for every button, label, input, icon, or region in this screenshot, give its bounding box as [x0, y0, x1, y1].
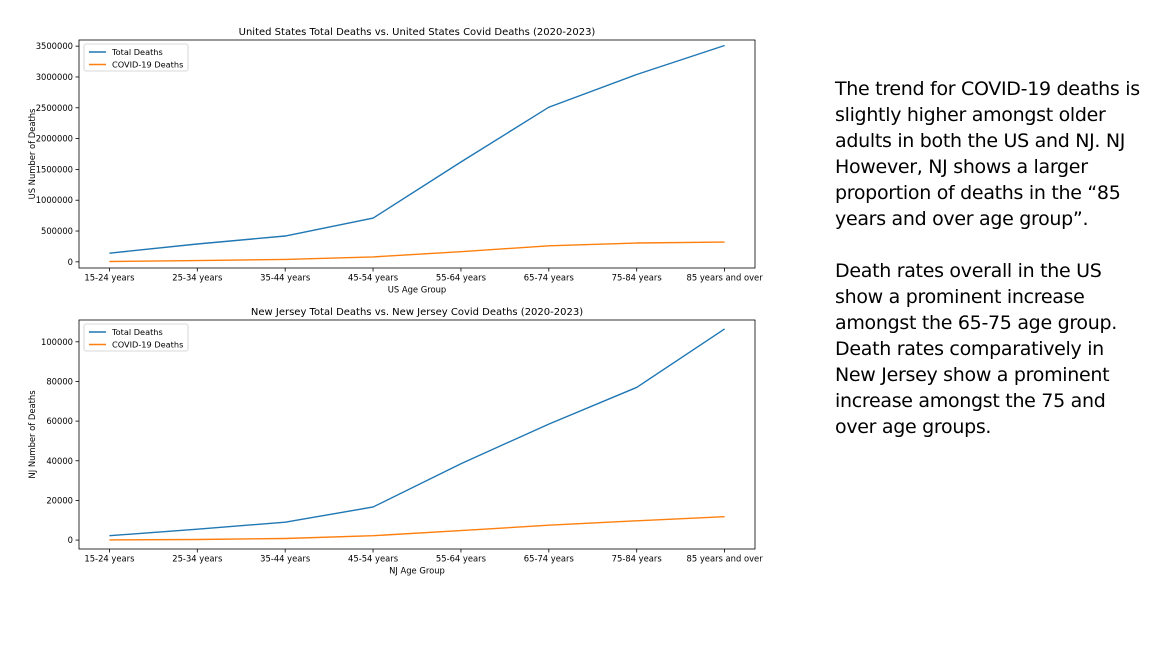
x-axis-label: NJ Age Group [389, 566, 445, 576]
chart-title: United States Total Deaths vs. United St… [239, 27, 596, 38]
y-axis-label: US Number of Deaths [27, 109, 37, 200]
y-tick-label: 0 [68, 257, 73, 267]
x-tick-label: 35-44 years [260, 273, 310, 283]
chart-2: New Jersey Total Deaths vs. New Jersey C… [27, 307, 763, 576]
note-paragraph-2: Death rates overall in the US show a pro… [835, 260, 1117, 438]
y-tick-label: 2000000 [36, 134, 73, 144]
chart-title: New Jersey Total Deaths vs. New Jersey C… [251, 307, 583, 318]
x-tick-label: 75-84 years [612, 554, 662, 564]
note-paragraph-1: The trend for COVID-19 deaths is slightl… [835, 78, 1140, 230]
x-tick-label: 65-74 years [524, 273, 574, 283]
series-line-covid-deaths [109, 516, 725, 541]
y-tick-label: 2500000 [36, 103, 73, 113]
x-tick-label: 75-84 years [612, 273, 662, 283]
y-tick-label: 60000 [46, 416, 73, 426]
charts-area: United States Total Deaths vs. United St… [27, 27, 763, 576]
y-tick-label: 80000 [46, 376, 73, 386]
y-tick-label: 1500000 [36, 164, 73, 174]
x-tick-label: 15-24 years [84, 273, 134, 283]
notes-panel: The trend for COVID-19 deaths is slightl… [835, 76, 1145, 466]
x-tick-label: 45-54 years [348, 273, 398, 283]
legend: Total Deaths COVID-19 Deaths [83, 323, 189, 352]
x-tick-label: 25-34 years [172, 554, 222, 564]
legend-box [83, 43, 189, 72]
x-axis-label: US Age Group [388, 285, 446, 295]
y-tick-label: 0 [68, 535, 73, 545]
x-tick-label: 25-34 years [172, 273, 222, 283]
legend-entry: COVID-19 Deaths [112, 60, 183, 70]
x-tick-label: 55-64 years [436, 554, 486, 564]
x-tick-label: 55-64 years [436, 273, 486, 283]
chart-1: United States Total Deaths vs. United St… [27, 27, 763, 295]
legend-box [83, 323, 189, 352]
plot-frame [78, 39, 756, 269]
y-tick-label: 3000000 [36, 72, 73, 82]
y-tick-label: 40000 [46, 456, 73, 466]
legend: Total Deaths COVID-19 Deaths [83, 43, 189, 72]
x-tick-label: 85 years and over [687, 554, 764, 564]
x-tick-label: 45-54 years [348, 554, 398, 564]
plot-frame [78, 319, 756, 550]
y-tick-label: 20000 [46, 495, 73, 505]
y-tick-label: 3500000 [36, 41, 73, 51]
x-tick-label: 35-44 years [260, 554, 310, 564]
x-tick-label: 85 years and over [687, 273, 764, 283]
y-tick-label: 1000000 [36, 195, 73, 205]
x-tick-label: 15-24 years [84, 554, 134, 564]
y-tick-label: 500000 [41, 226, 73, 236]
legend-entry: COVID-19 Deaths [112, 340, 183, 350]
legend-entry: Total Deaths [111, 327, 163, 337]
legend-entry: Total Deaths [111, 47, 163, 57]
y-axis-label: NJ Number of Deaths [27, 390, 37, 478]
series-line-total-deaths [109, 328, 725, 537]
series-line-covid-deaths [109, 241, 725, 263]
series-line-total-deaths [109, 44, 725, 254]
charts-svg: United States Total Deaths vs. United St… [27, 27, 763, 576]
y-tick-label: 100000 [41, 337, 73, 347]
x-tick-label: 65-74 years [524, 554, 574, 564]
